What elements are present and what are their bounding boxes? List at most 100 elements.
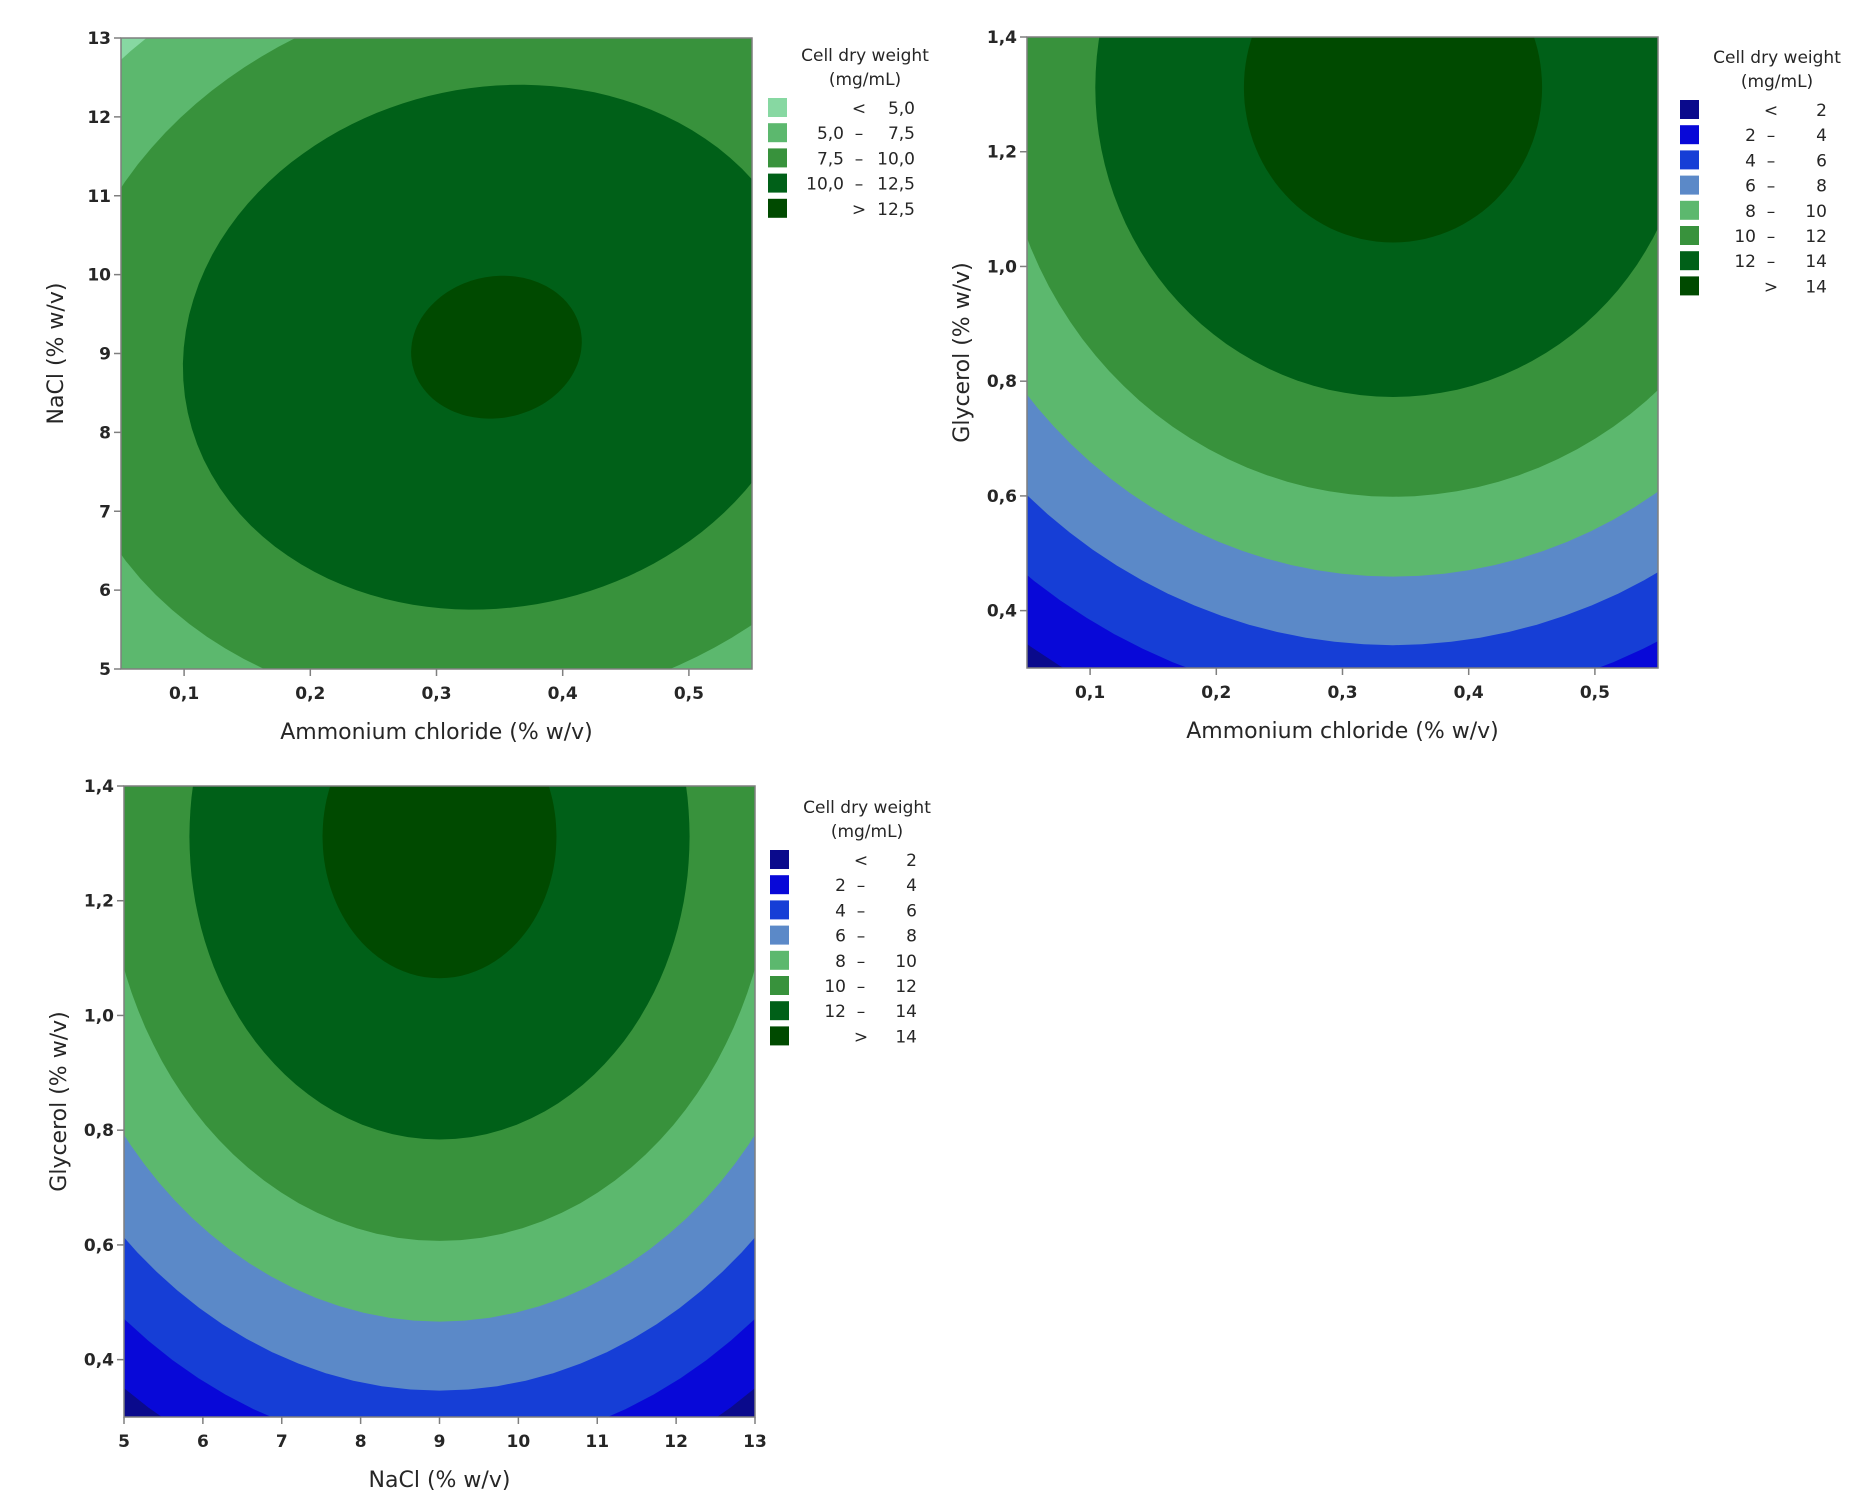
x-tick-label: 10 bbox=[507, 1432, 531, 1452]
legend-low: 2 bbox=[835, 876, 846, 896]
legend-swatch bbox=[1680, 276, 1699, 296]
legend-high: 10 bbox=[1805, 202, 1827, 222]
legend-swatch bbox=[768, 148, 787, 168]
legend-low: 10 bbox=[824, 977, 846, 997]
x-tick-label: 5 bbox=[118, 1432, 130, 1452]
y-tick-label: 9 bbox=[99, 345, 111, 365]
legend-low: 8 bbox=[835, 952, 846, 972]
legend-separator: – bbox=[1767, 202, 1776, 222]
y-tick-label: 12 bbox=[87, 108, 111, 128]
legend-swatch bbox=[1680, 200, 1699, 220]
x-tick-label: 9 bbox=[434, 1432, 446, 1452]
legend-low: 5,0 bbox=[817, 124, 844, 144]
x-axis-label: NaCl (% w/v) bbox=[369, 1468, 511, 1493]
x-tick-label: 6 bbox=[197, 1432, 209, 1452]
legend-separator: < bbox=[1764, 101, 1778, 121]
y-tick-label: 13 bbox=[87, 29, 111, 49]
legend-swatch bbox=[1680, 175, 1699, 195]
y-tick-label: 5 bbox=[99, 660, 111, 680]
x-tick-label: 0,1 bbox=[1075, 683, 1105, 703]
x-tick-label: 0,1 bbox=[169, 684, 199, 704]
legend-high: 6 bbox=[1816, 151, 1827, 171]
legend-separator: – bbox=[1767, 177, 1776, 197]
legend-swatch bbox=[768, 173, 787, 193]
x-tick-label: 0,2 bbox=[1201, 683, 1231, 703]
legend-swatch bbox=[768, 123, 787, 143]
legend-title: Cell dry weight bbox=[801, 46, 929, 66]
legend-swatch bbox=[768, 198, 787, 218]
legend-low: 4 bbox=[835, 901, 846, 921]
contour-region-band-4 bbox=[411, 275, 582, 419]
legend-separator: – bbox=[1767, 126, 1776, 146]
legend-low: 4 bbox=[1745, 151, 1756, 171]
legend-separator: – bbox=[855, 149, 864, 169]
contour-panel-2: 0,1 0,2 0,3 0,4 0,5 0,4 0,6 0,8 1,0 1,2 1,4 Ammoniu… bbox=[950, 28, 1841, 744]
legend-separator: – bbox=[857, 901, 866, 921]
x-tick-label: 8 bbox=[355, 1432, 367, 1452]
y-tick-label: 1,4 bbox=[987, 28, 1017, 48]
contour-regions bbox=[1027, 37, 1658, 668]
legend-separator: – bbox=[1767, 227, 1776, 247]
legend: Cell dry weight(mg/mL)< 22–44–66–88–1010–… bbox=[1680, 48, 1841, 297]
x-tick-label: 7 bbox=[276, 1432, 288, 1452]
legend-high: 2 bbox=[906, 851, 917, 871]
x-tick-label: 0,2 bbox=[295, 684, 325, 704]
legend-separator: – bbox=[855, 124, 864, 144]
legend-separator: – bbox=[857, 952, 866, 972]
legend-subtitle: (mg/mL) bbox=[831, 822, 903, 842]
legend-title: Cell dry weight bbox=[803, 798, 931, 818]
legend-high: 12 bbox=[895, 977, 917, 997]
legend-swatch bbox=[1680, 125, 1699, 145]
x-tick-label: 0,4 bbox=[548, 684, 578, 704]
legend-low: 6 bbox=[835, 927, 846, 947]
contour-region-band-7 bbox=[322, 786, 557, 979]
legend-high: 8 bbox=[906, 927, 917, 947]
legend-swatch bbox=[1680, 150, 1699, 170]
y-tick-label: 0,8 bbox=[987, 372, 1017, 392]
y-tick-label: 7 bbox=[99, 502, 111, 522]
legend-swatch bbox=[1680, 226, 1699, 245]
y-tick-label: 1,0 bbox=[987, 257, 1017, 277]
legend-separator: < bbox=[852, 99, 866, 119]
x-tick-label: 0,5 bbox=[674, 684, 704, 704]
legend-separator: > bbox=[1764, 277, 1778, 297]
legend-low: 6 bbox=[1745, 177, 1756, 197]
legend-high: 12,5 bbox=[877, 200, 915, 220]
legend-separator: – bbox=[855, 175, 864, 195]
legend-separator: – bbox=[1767, 252, 1776, 272]
legend-high: 6 bbox=[906, 901, 917, 921]
y-tick-label: 10 bbox=[87, 266, 111, 286]
y-tick-label: 6 bbox=[99, 581, 111, 601]
legend-swatch bbox=[770, 900, 789, 920]
legend-swatch bbox=[1680, 251, 1699, 271]
x-tick-label: 0,3 bbox=[421, 684, 451, 704]
y-axis-label: NaCl (% w/v) bbox=[44, 283, 69, 425]
contour-regions bbox=[121, 38, 752, 669]
legend: Cell dry weight(mg/mL)< 5,05,0–7,57,5–10,… bbox=[768, 46, 929, 220]
y-tick-label: 11 bbox=[87, 187, 111, 207]
legend-separator: – bbox=[857, 977, 866, 997]
legend-low: 12 bbox=[824, 1002, 846, 1022]
legend-low: 10 bbox=[1734, 227, 1756, 247]
legend-separator: – bbox=[857, 927, 866, 947]
legend-swatch bbox=[770, 1001, 789, 1021]
y-axis-label: Glycerol (% w/v) bbox=[950, 262, 975, 442]
x-axis-label: Ammonium chloride (% w/v) bbox=[1186, 719, 1499, 744]
legend-swatch bbox=[1680, 100, 1699, 119]
y-tick-label: 1,2 bbox=[84, 892, 114, 912]
legend-swatch bbox=[770, 1026, 789, 1046]
x-tick-label: 0,3 bbox=[1327, 683, 1357, 703]
legend-high: 12 bbox=[1805, 227, 1827, 247]
contour-regions bbox=[124, 786, 755, 1417]
legend-separator: > bbox=[854, 1027, 868, 1047]
legend-high: 4 bbox=[1816, 126, 1827, 146]
legend-subtitle: (mg/mL) bbox=[829, 70, 901, 90]
legend-low: 2 bbox=[1745, 126, 1756, 146]
legend-separator: – bbox=[1767, 151, 1776, 171]
legend-low: 10,0 bbox=[806, 175, 844, 195]
y-axis-label: Glycerol (% w/v) bbox=[47, 1011, 72, 1191]
legend-swatch bbox=[770, 850, 789, 869]
legend-high: 14 bbox=[1805, 277, 1827, 297]
legend-low: 12 bbox=[1734, 252, 1756, 272]
legend-high: 14 bbox=[1805, 252, 1827, 272]
